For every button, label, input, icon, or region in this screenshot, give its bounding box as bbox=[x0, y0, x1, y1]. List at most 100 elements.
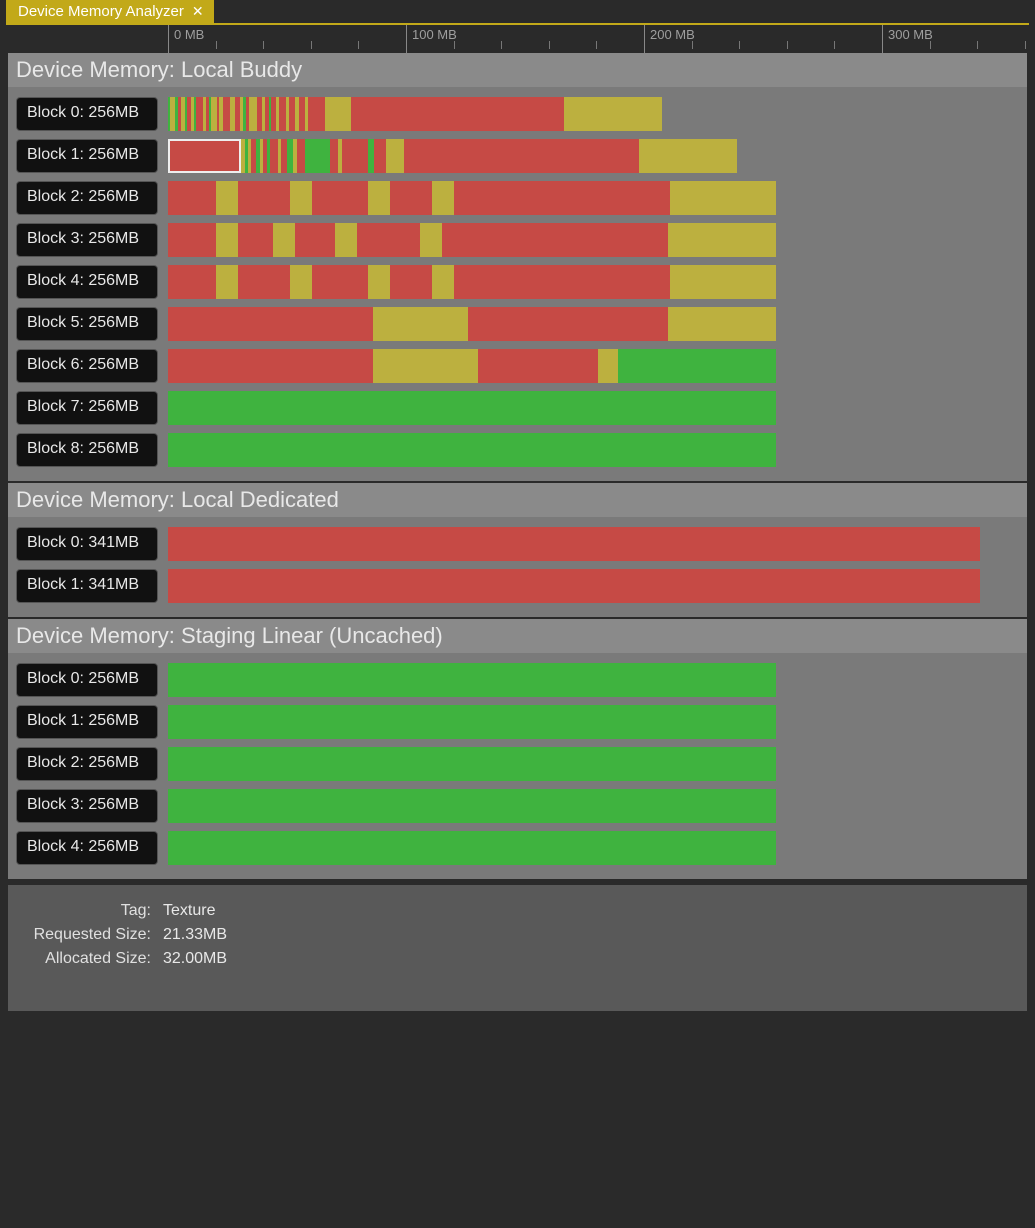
allocation-segment[interactable] bbox=[375, 97, 564, 131]
allocation-segment[interactable] bbox=[168, 139, 241, 173]
allocation-segment[interactable] bbox=[290, 265, 312, 299]
tab-device-memory-analyzer[interactable]: Device Memory Analyzer ✕ bbox=[6, 0, 214, 23]
block-allocation-bar[interactable] bbox=[168, 307, 776, 341]
allocation-segment[interactable] bbox=[238, 223, 273, 257]
allocation-segment[interactable] bbox=[168, 307, 373, 341]
block-allocation-bar[interactable] bbox=[168, 349, 776, 383]
allocation-segment[interactable] bbox=[373, 307, 468, 341]
allocation-segment[interactable] bbox=[390, 181, 432, 215]
allocation-segment[interactable] bbox=[216, 265, 238, 299]
allocation-segment[interactable] bbox=[732, 181, 776, 215]
block-label-button[interactable]: Block 0: 256MB bbox=[16, 97, 158, 131]
allocation-segment[interactable] bbox=[216, 181, 238, 215]
allocation-segment[interactable] bbox=[454, 181, 670, 215]
allocation-segment[interactable] bbox=[639, 139, 737, 173]
block-allocation-bar[interactable] bbox=[168, 663, 776, 697]
allocation-segment[interactable] bbox=[468, 307, 668, 341]
allocation-segment[interactable] bbox=[168, 831, 776, 865]
allocation-segment[interactable] bbox=[368, 181, 390, 215]
allocation-segment[interactable] bbox=[290, 181, 312, 215]
allocation-segment[interactable] bbox=[478, 349, 598, 383]
allocation-segment[interactable] bbox=[305, 139, 330, 173]
block-label-button[interactable]: Block 4: 256MB bbox=[16, 831, 158, 865]
allocation-segment[interactable] bbox=[223, 97, 230, 131]
allocation-segment[interactable] bbox=[454, 265, 670, 299]
allocation-segment[interactable] bbox=[351, 97, 375, 131]
allocation-segment[interactable] bbox=[598, 349, 618, 383]
allocation-segment[interactable] bbox=[335, 223, 357, 257]
block-allocation-bar[interactable] bbox=[168, 265, 776, 299]
allocation-segment[interactable] bbox=[670, 265, 776, 299]
allocation-segment[interactable] bbox=[168, 433, 776, 467]
allocation-segment[interactable] bbox=[273, 223, 295, 257]
allocation-segment[interactable] bbox=[196, 97, 203, 131]
allocation-segment[interactable] bbox=[279, 97, 286, 131]
allocation-segment[interactable] bbox=[420, 223, 442, 257]
allocation-segment[interactable] bbox=[386, 139, 404, 173]
allocation-segment[interactable] bbox=[670, 181, 732, 215]
allocation-segment[interactable] bbox=[168, 789, 776, 823]
allocation-segment[interactable] bbox=[249, 97, 257, 131]
allocation-segment[interactable] bbox=[421, 139, 466, 173]
allocation-segment[interactable] bbox=[342, 139, 368, 173]
block-label-button[interactable]: Block 2: 256MB bbox=[16, 181, 158, 215]
block-label-button[interactable]: Block 1: 341MB bbox=[16, 569, 158, 603]
allocation-segment[interactable] bbox=[168, 181, 216, 215]
allocation-segment[interactable] bbox=[564, 97, 662, 131]
allocation-segment[interactable] bbox=[368, 265, 390, 299]
allocation-segment[interactable] bbox=[168, 391, 776, 425]
allocation-segment[interactable] bbox=[168, 265, 216, 299]
block-allocation-bar[interactable] bbox=[168, 433, 776, 467]
allocation-segment[interactable] bbox=[357, 223, 420, 257]
block-label-button[interactable]: Block 1: 256MB bbox=[16, 705, 158, 739]
allocation-segment[interactable] bbox=[618, 349, 776, 383]
allocation-segment[interactable] bbox=[414, 139, 421, 173]
block-allocation-bar[interactable] bbox=[168, 789, 776, 823]
allocation-segment[interactable] bbox=[330, 139, 338, 173]
block-label-button[interactable]: Block 1: 256MB bbox=[16, 139, 158, 173]
block-label-button[interactable]: Block 3: 256MB bbox=[16, 789, 158, 823]
allocation-segment[interactable] bbox=[668, 307, 776, 341]
block-allocation-bar[interactable] bbox=[168, 97, 662, 131]
block-allocation-bar[interactable] bbox=[168, 139, 737, 173]
block-allocation-bar[interactable] bbox=[168, 831, 776, 865]
block-label-button[interactable]: Block 2: 256MB bbox=[16, 747, 158, 781]
block-allocation-bar[interactable] bbox=[168, 569, 980, 603]
block-label-button[interactable]: Block 0: 256MB bbox=[16, 663, 158, 697]
block-label-button[interactable]: Block 6: 256MB bbox=[16, 349, 158, 383]
allocation-segment[interactable] bbox=[238, 265, 290, 299]
allocation-segment[interactable] bbox=[373, 349, 478, 383]
block-label-button[interactable]: Block 7: 256MB bbox=[16, 391, 158, 425]
allocation-segment[interactable] bbox=[466, 139, 639, 173]
allocation-segment[interactable] bbox=[710, 223, 776, 257]
allocation-segment[interactable] bbox=[325, 97, 351, 131]
allocation-segment[interactable] bbox=[168, 569, 980, 603]
allocation-segment[interactable] bbox=[295, 223, 335, 257]
block-allocation-bar[interactable] bbox=[168, 181, 776, 215]
allocation-segment[interactable] bbox=[216, 223, 238, 257]
allocation-segment[interactable] bbox=[308, 97, 325, 131]
allocation-segment[interactable] bbox=[168, 223, 216, 257]
allocation-segment[interactable] bbox=[404, 139, 414, 173]
close-icon[interactable]: ✕ bbox=[192, 3, 204, 20]
block-label-button[interactable]: Block 3: 256MB bbox=[16, 223, 158, 257]
block-allocation-bar[interactable] bbox=[168, 223, 776, 257]
allocation-segment[interactable] bbox=[374, 139, 386, 173]
block-allocation-bar[interactable] bbox=[168, 747, 776, 781]
allocation-segment[interactable] bbox=[312, 265, 368, 299]
allocation-segment[interactable] bbox=[432, 265, 454, 299]
allocation-segment[interactable] bbox=[390, 265, 432, 299]
allocation-segment[interactable] bbox=[168, 527, 980, 561]
allocation-segment[interactable] bbox=[238, 181, 290, 215]
block-label-button[interactable]: Block 4: 256MB bbox=[16, 265, 158, 299]
allocation-segment[interactable] bbox=[168, 349, 373, 383]
allocation-segment[interactable] bbox=[312, 181, 368, 215]
block-label-button[interactable]: Block 5: 256MB bbox=[16, 307, 158, 341]
allocation-segment[interactable] bbox=[168, 747, 776, 781]
allocation-segment[interactable] bbox=[442, 223, 668, 257]
block-label-button[interactable]: Block 0: 341MB bbox=[16, 527, 158, 561]
allocation-segment[interactable] bbox=[432, 181, 454, 215]
block-label-button[interactable]: Block 8: 256MB bbox=[16, 433, 158, 467]
allocation-segment[interactable] bbox=[270, 139, 278, 173]
allocation-segment[interactable] bbox=[168, 663, 776, 697]
